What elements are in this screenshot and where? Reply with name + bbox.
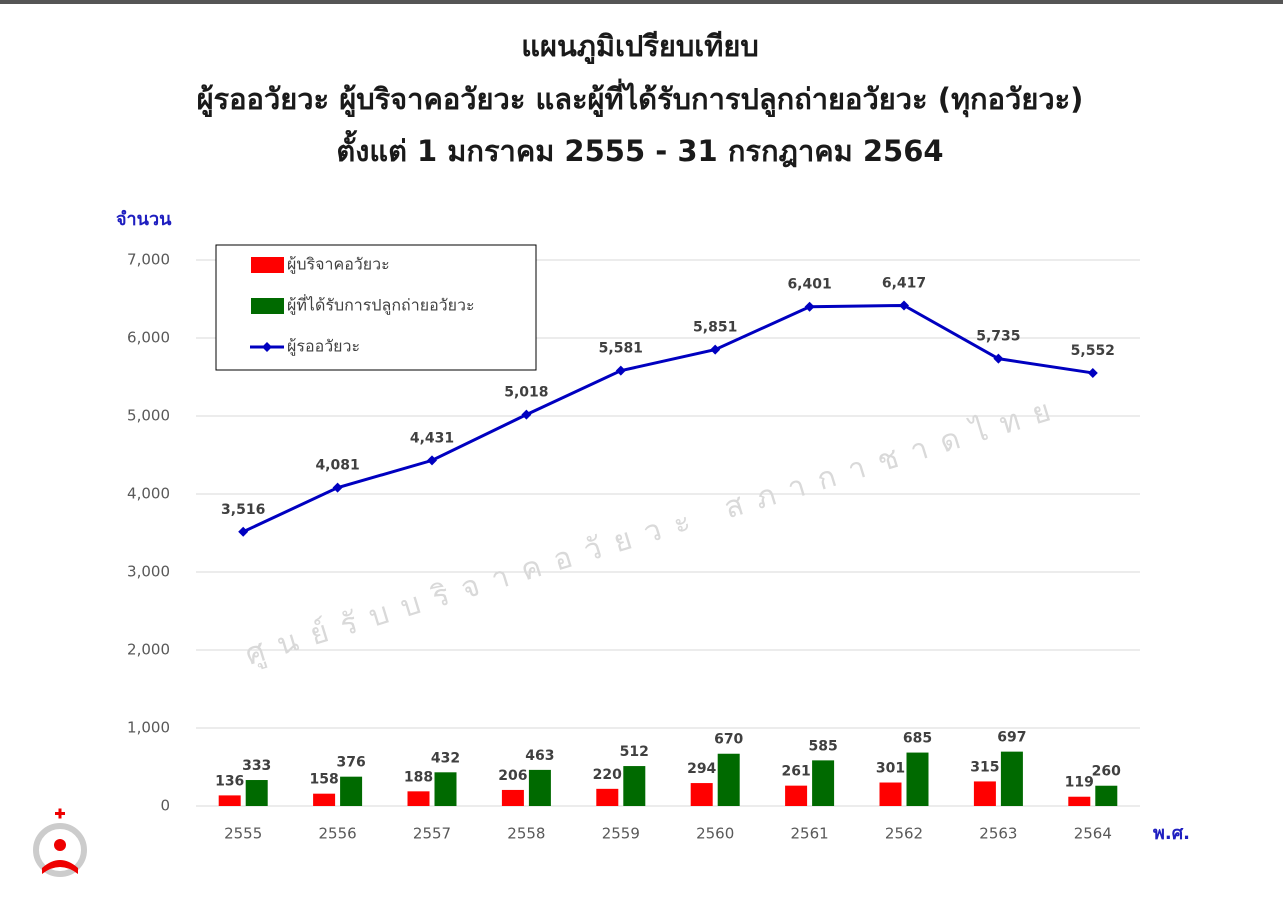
data-label: 5,851 bbox=[693, 320, 737, 336]
data-label: 376 bbox=[336, 755, 365, 771]
data-label: 301 bbox=[876, 761, 905, 777]
bar bbox=[690, 783, 713, 806]
bar bbox=[528, 769, 551, 806]
legend-swatch bbox=[262, 342, 272, 352]
x-tick-label: 2563 bbox=[979, 825, 1017, 843]
y-tick-label: 2,000 bbox=[127, 641, 170, 659]
y-tick-label: 0 bbox=[160, 797, 170, 815]
data-label: 333 bbox=[242, 758, 271, 774]
data-label: 4,431 bbox=[410, 430, 454, 446]
y-tick-label: 6,000 bbox=[127, 329, 170, 347]
bar bbox=[340, 776, 363, 806]
data-label: 585 bbox=[808, 738, 837, 754]
data-label: 697 bbox=[997, 730, 1026, 746]
x-tick-label: 2561 bbox=[791, 825, 829, 843]
line bbox=[242, 303, 1094, 534]
bar bbox=[434, 772, 457, 806]
x-axis-label: พ.ศ. bbox=[1153, 823, 1190, 844]
line-marker bbox=[427, 455, 437, 466]
data-label: 220 bbox=[593, 767, 622, 783]
y-tick-label: 4,000 bbox=[127, 485, 170, 503]
chart-title: ตั้งแต่ 1 มกราคม 2555 - 31 กรกฎาคม 2564 bbox=[336, 129, 943, 168]
legend-swatch bbox=[251, 257, 284, 273]
x-tick-label: 2558 bbox=[507, 825, 545, 843]
data-label: 670 bbox=[714, 732, 743, 748]
data-label: 5,735 bbox=[976, 329, 1020, 345]
data-label: 463 bbox=[525, 748, 554, 764]
bar bbox=[785, 785, 808, 806]
data-label: 188 bbox=[404, 769, 433, 785]
line-marker bbox=[993, 353, 1004, 364]
line-marker bbox=[332, 482, 343, 493]
data-label: 158 bbox=[309, 772, 338, 788]
y-axis-label: จำนวน bbox=[116, 209, 172, 230]
data-label: 260 bbox=[1092, 764, 1121, 780]
y-tick-label: 3,000 bbox=[127, 563, 170, 581]
data-label: 315 bbox=[970, 759, 999, 775]
data-label: 3,516 bbox=[221, 502, 265, 518]
bar bbox=[1000, 751, 1023, 806]
x-tick-label: 2557 bbox=[413, 825, 451, 843]
bar bbox=[973, 781, 996, 806]
x-tick-label: 2560 bbox=[696, 825, 734, 843]
line-marker bbox=[899, 300, 909, 311]
bar bbox=[218, 795, 241, 806]
data-label: 136 bbox=[215, 773, 244, 789]
logo bbox=[33, 808, 87, 877]
bar bbox=[245, 780, 268, 806]
line-marker bbox=[521, 409, 532, 420]
y-tick-label: 1,000 bbox=[127, 719, 170, 737]
x-tick-label: 2556 bbox=[319, 825, 357, 843]
x-tick-label: 2559 bbox=[602, 825, 640, 843]
x-tick-label: 2562 bbox=[885, 825, 923, 843]
data-label: 685 bbox=[903, 731, 932, 747]
bar bbox=[906, 752, 929, 806]
bar bbox=[501, 789, 524, 806]
chart-title: แผนภูมิเปรียบเทียบ bbox=[521, 29, 758, 64]
data-label: 5,581 bbox=[599, 341, 643, 357]
bar bbox=[879, 782, 902, 806]
bar bbox=[313, 793, 336, 806]
line-marker bbox=[1087, 367, 1098, 378]
watermark: ศูนย์รับบริจาคอวัยวะ สภากาชาดไทย bbox=[241, 389, 1068, 673]
legend-swatch bbox=[251, 298, 284, 314]
bar bbox=[623, 766, 646, 806]
bar bbox=[717, 753, 740, 806]
line-marker bbox=[804, 301, 815, 312]
y-tick-label: 5,000 bbox=[127, 407, 170, 425]
legend-label: ผู้บริจาคอวัยวะ bbox=[287, 255, 390, 275]
line-marker bbox=[710, 344, 721, 355]
line-marker bbox=[615, 365, 626, 376]
data-label: 5,018 bbox=[504, 385, 548, 401]
x-tick-label: 2564 bbox=[1074, 825, 1112, 843]
data-label: 512 bbox=[620, 744, 649, 760]
data-label: 261 bbox=[781, 764, 810, 780]
y-tick-label: 7,000 bbox=[127, 251, 170, 269]
x-tick-label: 2555 bbox=[224, 825, 262, 843]
chart-title: ผู้รออวัยวะ ผู้บริจาคอวัยวะ และผู้ที่ได้… bbox=[197, 78, 1084, 117]
data-label: 5,552 bbox=[1071, 343, 1115, 359]
data-label: 6,401 bbox=[787, 277, 831, 293]
legend-label: ผู้รออวัยวะ bbox=[287, 337, 360, 357]
bar bbox=[407, 791, 430, 806]
data-label: 432 bbox=[431, 750, 460, 766]
top-border bbox=[0, 0, 1283, 4]
bar bbox=[1068, 796, 1091, 806]
legend-label: ผู้ที่ได้รับการปลูกถ่ายอวัยวะ bbox=[287, 294, 475, 316]
bar bbox=[596, 788, 619, 806]
data-label: 119 bbox=[1065, 775, 1094, 791]
bar bbox=[812, 760, 835, 806]
data-label: 206 bbox=[498, 768, 527, 784]
line-marker bbox=[238, 526, 249, 537]
data-label: 6,417 bbox=[882, 275, 926, 291]
data-label: 294 bbox=[687, 761, 716, 777]
bar bbox=[1095, 785, 1118, 806]
data-label: 4,081 bbox=[315, 458, 359, 474]
